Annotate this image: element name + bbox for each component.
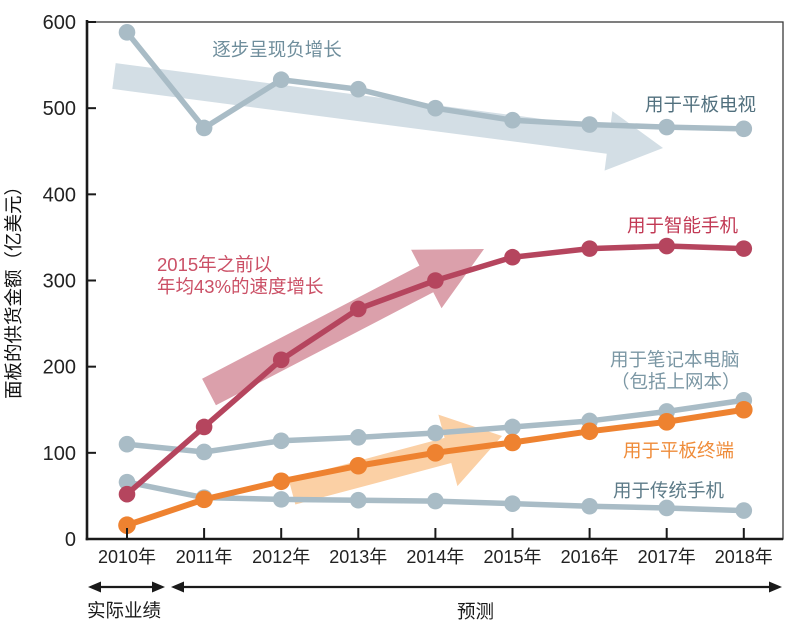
y-tick-label: 100: [43, 443, 76, 465]
annotation-smartphone-growth-line1: 2015年之前以: [157, 254, 272, 275]
series-3: [118, 237, 753, 503]
data-point: [118, 516, 136, 535]
y-tick-label: 300: [43, 271, 76, 293]
data-point: [118, 435, 136, 453]
data-point: [118, 473, 136, 491]
y-tick-label: 400: [43, 184, 76, 206]
data-point: [427, 492, 444, 510]
data-point: [272, 432, 290, 450]
data-point: [504, 418, 521, 436]
data-point: [658, 499, 675, 517]
axes: 0 100 200 300 400 500 600 2010年 2011年 2012年 2013年 2…: [43, 12, 784, 593]
data-point: [735, 240, 753, 257]
data-point: [658, 118, 675, 136]
y-axis-title: 面板的供货金额（亿美元）: [3, 177, 24, 399]
data-point: [427, 424, 444, 442]
data-point: [657, 413, 676, 431]
x-tick-label: 2015年: [483, 547, 541, 567]
data-point: [350, 491, 367, 509]
tv-decline-arrow: [112, 63, 663, 171]
footer-forecast-label: 预测: [457, 601, 494, 622]
footer-actual-label: 实际业绩: [87, 600, 161, 621]
data-point: [272, 472, 291, 491]
series-label-tv: 用于平板电视: [645, 94, 756, 115]
series-label-smartphone: 用于智能手机: [627, 215, 739, 236]
data-point: [581, 116, 598, 133]
series-label-notebook-line1: 用于笔记本电脑: [610, 349, 740, 370]
y-tick-label: 0: [65, 529, 76, 551]
data-point: [504, 111, 521, 129]
data-series: [118, 24, 753, 535]
data-point: [350, 429, 367, 446]
data-point: [272, 71, 290, 89]
forecast-range-arrow: [171, 581, 782, 593]
data-point: [504, 248, 521, 266]
data-point: [735, 120, 753, 138]
data-point: [195, 119, 213, 137]
y-tick-label: 200: [43, 357, 76, 379]
data-point: [503, 433, 522, 452]
data-point: [195, 418, 213, 436]
annotation-smartphone-growth-line2: 年均43%的速度增长: [157, 276, 324, 297]
x-tick-label: 2011年: [176, 547, 233, 567]
data-point: [272, 491, 290, 508]
y-tick-label: 600: [43, 12, 76, 34]
y-tick-label: 500: [43, 98, 76, 120]
data-point: [118, 485, 136, 503]
data-point: [350, 300, 367, 318]
data-point: [735, 400, 753, 419]
right-arrowhead-icon: [769, 581, 782, 593]
left-arrowhead-icon: [171, 581, 184, 593]
actual-range-arrow: [88, 581, 165, 593]
data-point: [349, 456, 368, 475]
x-tick-label: 2014年: [406, 547, 464, 567]
data-point: [504, 495, 521, 512]
series-4: [118, 400, 753, 535]
x-tick-label: 2016年: [561, 547, 619, 567]
series-label-tablet: 用于平板终端: [623, 440, 734, 461]
data-point: [735, 502, 753, 519]
data-point: [581, 497, 598, 515]
x-tick-label: 2012年: [252, 547, 310, 567]
x-tick-label: 2018年: [715, 547, 773, 567]
series-label-notebook-line2: （包括上网本）: [611, 371, 741, 392]
x-tick-label: 2017年: [638, 547, 696, 567]
data-point: [427, 99, 444, 117]
x-tick-label: 2010年: [98, 547, 156, 567]
data-point: [427, 272, 444, 289]
data-point: [581, 240, 598, 257]
series-0: [118, 24, 753, 138]
data-point: [580, 422, 599, 441]
left-arrowhead-icon: [88, 581, 101, 593]
data-point: [426, 444, 445, 462]
right-arrowhead-icon: [152, 581, 165, 593]
data-point: [195, 443, 213, 461]
data-point: [118, 24, 136, 41]
data-point: [272, 351, 290, 369]
x-tick-label: 2013年: [329, 547, 387, 567]
data-point: [195, 490, 213, 509]
series-label-feature-phone: 用于传统手机: [613, 480, 725, 501]
annotation-tv-trend: 逐步呈现负增长: [212, 39, 342, 60]
data-point: [658, 237, 675, 255]
series-1: [118, 391, 753, 461]
data-point: [350, 80, 367, 98]
